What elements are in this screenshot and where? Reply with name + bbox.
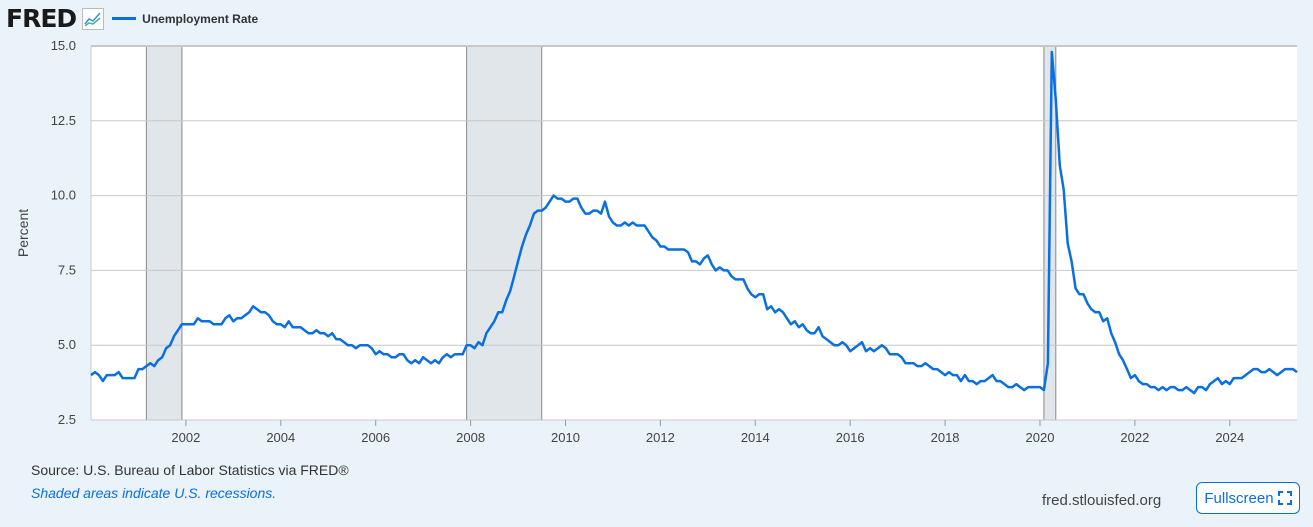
x-tick-label: 2010 xyxy=(551,430,580,445)
x-tick-label: 2014 xyxy=(741,430,770,445)
unemployment-rate-line xyxy=(90,50,1298,395)
x-tick-label: 2004 xyxy=(266,430,295,445)
fullscreen-label: Fullscreen xyxy=(1204,489,1274,507)
x-tick-label: 2024 xyxy=(1215,430,1244,445)
recession-note: Shaded areas indicate U.S. recessions. xyxy=(31,485,277,501)
fullscreen-button[interactable]: Fullscreen xyxy=(1196,482,1300,514)
x-tick-label: 2020 xyxy=(1026,430,1055,445)
x-tick-label: 2022 xyxy=(1120,430,1149,445)
plot-area xyxy=(91,46,1297,420)
y-tick-label: 12.5 xyxy=(51,113,76,128)
y-tick-label: 5.0 xyxy=(58,337,76,352)
y-tick-label: 10.0 xyxy=(51,188,76,203)
x-tick-label: 2008 xyxy=(456,430,485,445)
y-tick-label: 7.5 xyxy=(58,262,76,277)
x-tick-label: 2006 xyxy=(361,430,390,445)
x-tick-label: 2002 xyxy=(171,430,200,445)
fred-logo[interactable]: FRED xyxy=(6,4,77,33)
legend-swatch xyxy=(112,17,137,20)
y-tick-label: 15.0 xyxy=(51,38,76,53)
recession-band xyxy=(466,46,542,420)
y-tick-label: 2.5 xyxy=(58,412,76,427)
chart-header: FRED Unemployment Rate xyxy=(6,4,258,33)
x-tick-label: 2018 xyxy=(931,430,960,445)
expand-icon xyxy=(1277,491,1292,505)
x-tick-label: 2016 xyxy=(836,430,865,445)
recession-band xyxy=(146,46,182,420)
source-text: Source: U.S. Bureau of Labor Statistics … xyxy=(31,462,349,478)
legend-label[interactable]: Unemployment Rate xyxy=(142,11,259,26)
fred-url[interactable]: fred.stlouisfed.org xyxy=(1042,492,1162,509)
chart-line-icon xyxy=(82,7,105,30)
y-axis-label: Percent xyxy=(15,209,31,257)
x-tick-label: 2012 xyxy=(646,430,675,445)
